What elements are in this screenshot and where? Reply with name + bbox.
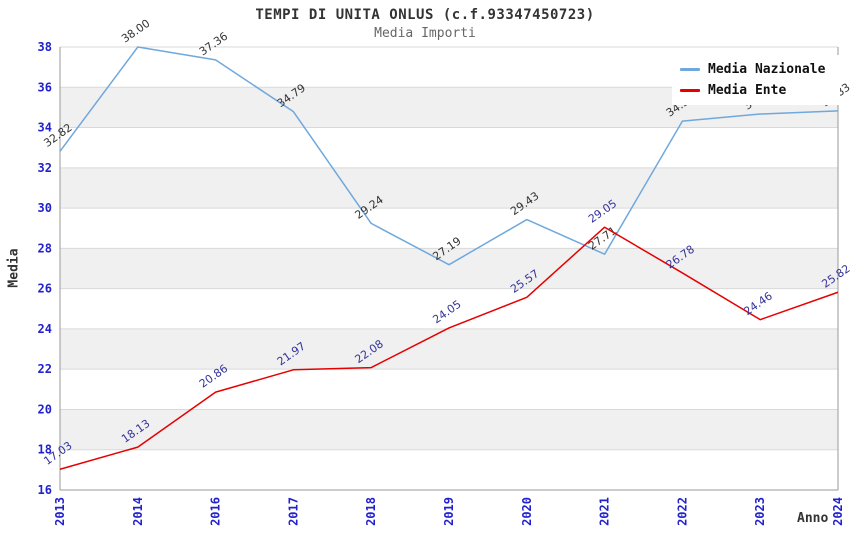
x-tick-label: 2018 bbox=[364, 497, 378, 526]
point-label-media-ente: 24.46 bbox=[742, 289, 775, 318]
point-label-media-ente: 24.05 bbox=[430, 298, 463, 327]
y-tick-label: 24 bbox=[38, 322, 52, 336]
x-tick-label: 2021 bbox=[598, 497, 612, 526]
chart-legend: Media Nazionale Media Ente bbox=[672, 55, 840, 105]
series-line-media-ente bbox=[59, 226, 839, 470]
x-tick-label: 2023 bbox=[753, 497, 767, 526]
plot-band bbox=[60, 328, 838, 370]
legend-item-media-nazionale: Media Nazionale bbox=[680, 62, 840, 77]
legend-swatch-ente-icon bbox=[680, 89, 700, 92]
x-tick-label: 2020 bbox=[520, 497, 534, 526]
x-tick-label: 2014 bbox=[131, 497, 145, 526]
chart-title: TEMPI DI UNITA ONLUS (c.f.93347450723) bbox=[255, 7, 595, 23]
y-tick-label: 28 bbox=[38, 241, 52, 255]
series-line-media-nazionale bbox=[59, 46, 839, 266]
legend-label-ente: Media Ente bbox=[708, 83, 787, 98]
y-tick-label: 26 bbox=[38, 282, 52, 296]
y-tick-label: 30 bbox=[38, 201, 52, 215]
y-tick-label: 22 bbox=[38, 362, 52, 376]
x-axis-label: Anno bbox=[797, 511, 829, 526]
plot-band bbox=[60, 167, 838, 209]
plot-band bbox=[60, 248, 838, 289]
y-tick-label: 18 bbox=[38, 443, 52, 457]
legend-label-nazionale: Media Nazionale bbox=[708, 62, 826, 77]
x-tick-label: 2017 bbox=[286, 497, 300, 526]
plot-band bbox=[60, 409, 838, 450]
chart-subtitle: Media Importi bbox=[374, 26, 476, 41]
y-tick-label: 16 bbox=[38, 483, 52, 497]
x-tick-label: 2019 bbox=[442, 497, 456, 526]
legend-item-media-ente: Media Ente bbox=[680, 83, 840, 98]
x-tick-label: 2022 bbox=[675, 497, 689, 526]
y-tick-label: 36 bbox=[38, 80, 52, 94]
y-tick-label: 32 bbox=[38, 161, 52, 175]
x-tick-label: 2016 bbox=[209, 497, 223, 526]
legend-swatch-nazionale-icon bbox=[680, 68, 700, 71]
y-tick-label: 20 bbox=[38, 402, 52, 416]
y-axis-label: Media bbox=[6, 248, 22, 288]
x-tick-label: 2013 bbox=[53, 497, 67, 526]
x-tick-label: 2024 bbox=[831, 497, 845, 526]
point-label-media-nazionale: 38.00 bbox=[119, 17, 152, 46]
y-tick-label: 38 bbox=[38, 40, 52, 54]
point-label-media-nazionale: 37.36 bbox=[197, 30, 230, 59]
y-tick-label: 34 bbox=[38, 121, 52, 135]
